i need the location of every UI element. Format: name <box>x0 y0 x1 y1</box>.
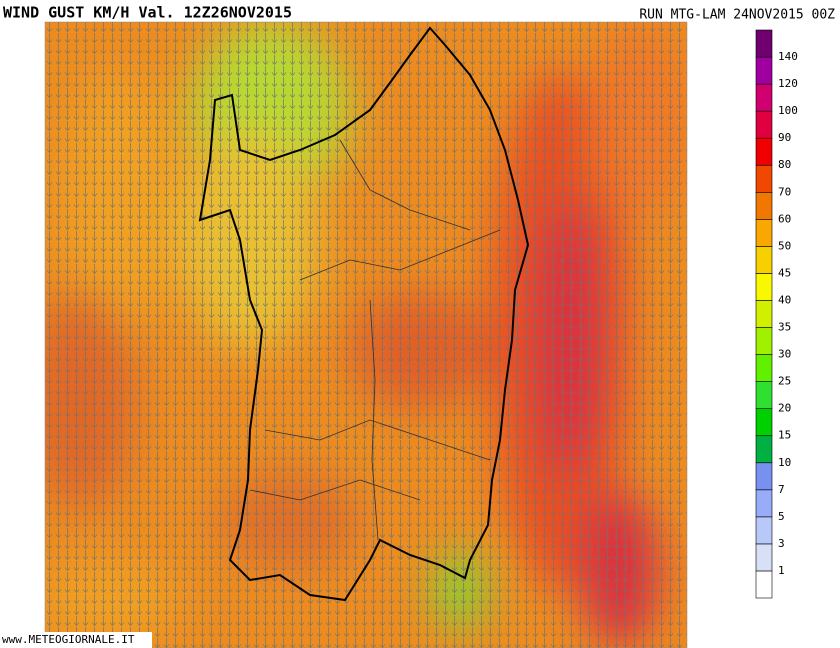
legend-label: 70 <box>778 185 791 198</box>
legend-swatch <box>755 29 773 58</box>
legend-label: 10 <box>778 456 791 469</box>
wind-field <box>45 22 687 648</box>
legend-label: 30 <box>778 348 791 361</box>
legend-label: 1 <box>778 564 785 577</box>
legend-swatch <box>755 83 773 112</box>
legend-swatch <box>755 246 773 274</box>
legend-label: 15 <box>778 429 791 442</box>
legend-label: 35 <box>778 321 791 334</box>
legend-swatch <box>755 327 773 355</box>
map-title: WIND GUST KM/H Val. 12Z26NOV2015 <box>3 4 292 22</box>
legend-label: 25 <box>778 375 791 388</box>
legend-swatch <box>755 516 773 545</box>
legend-swatch <box>755 543 773 572</box>
legend-swatch <box>755 300 773 328</box>
legend-swatch <box>755 462 773 491</box>
legend-swatch <box>755 570 773 599</box>
legend-swatch <box>755 219 773 247</box>
legend-label: 90 <box>778 131 791 144</box>
source-label: www.METEOGIORNALE.IT <box>2 633 135 646</box>
legend-label: 120 <box>778 77 798 90</box>
legend-swatch <box>755 191 773 220</box>
legend-label: 60 <box>778 212 791 225</box>
legend-swatch <box>755 354 773 382</box>
legend-label: 140 <box>778 50 798 63</box>
legend-swatch <box>755 408 773 437</box>
legend-label: 100 <box>778 104 798 117</box>
legend-swatch <box>755 110 773 139</box>
legend-label: 80 <box>778 158 791 171</box>
legend-label: 45 <box>778 266 791 279</box>
legend-swatch <box>755 273 773 301</box>
legend-swatch <box>755 435 773 464</box>
legend-swatch <box>755 137 773 166</box>
legend-label: 50 <box>778 239 791 252</box>
legend-label: 3 <box>778 537 785 550</box>
legend-label: 20 <box>778 402 791 415</box>
legend-swatch <box>755 164 773 193</box>
legend-label: 7 <box>778 483 785 496</box>
legend-swatch <box>755 489 773 518</box>
legend-label: 5 <box>778 510 785 523</box>
legend-label: 40 <box>778 293 791 306</box>
coastline <box>198 26 530 602</box>
legend-swatch <box>755 381 773 409</box>
run-info: RUN MTG-LAM 24NOV2015 00Z <box>639 8 835 23</box>
region-borders <box>249 139 501 541</box>
legend-swatch <box>755 56 773 85</box>
